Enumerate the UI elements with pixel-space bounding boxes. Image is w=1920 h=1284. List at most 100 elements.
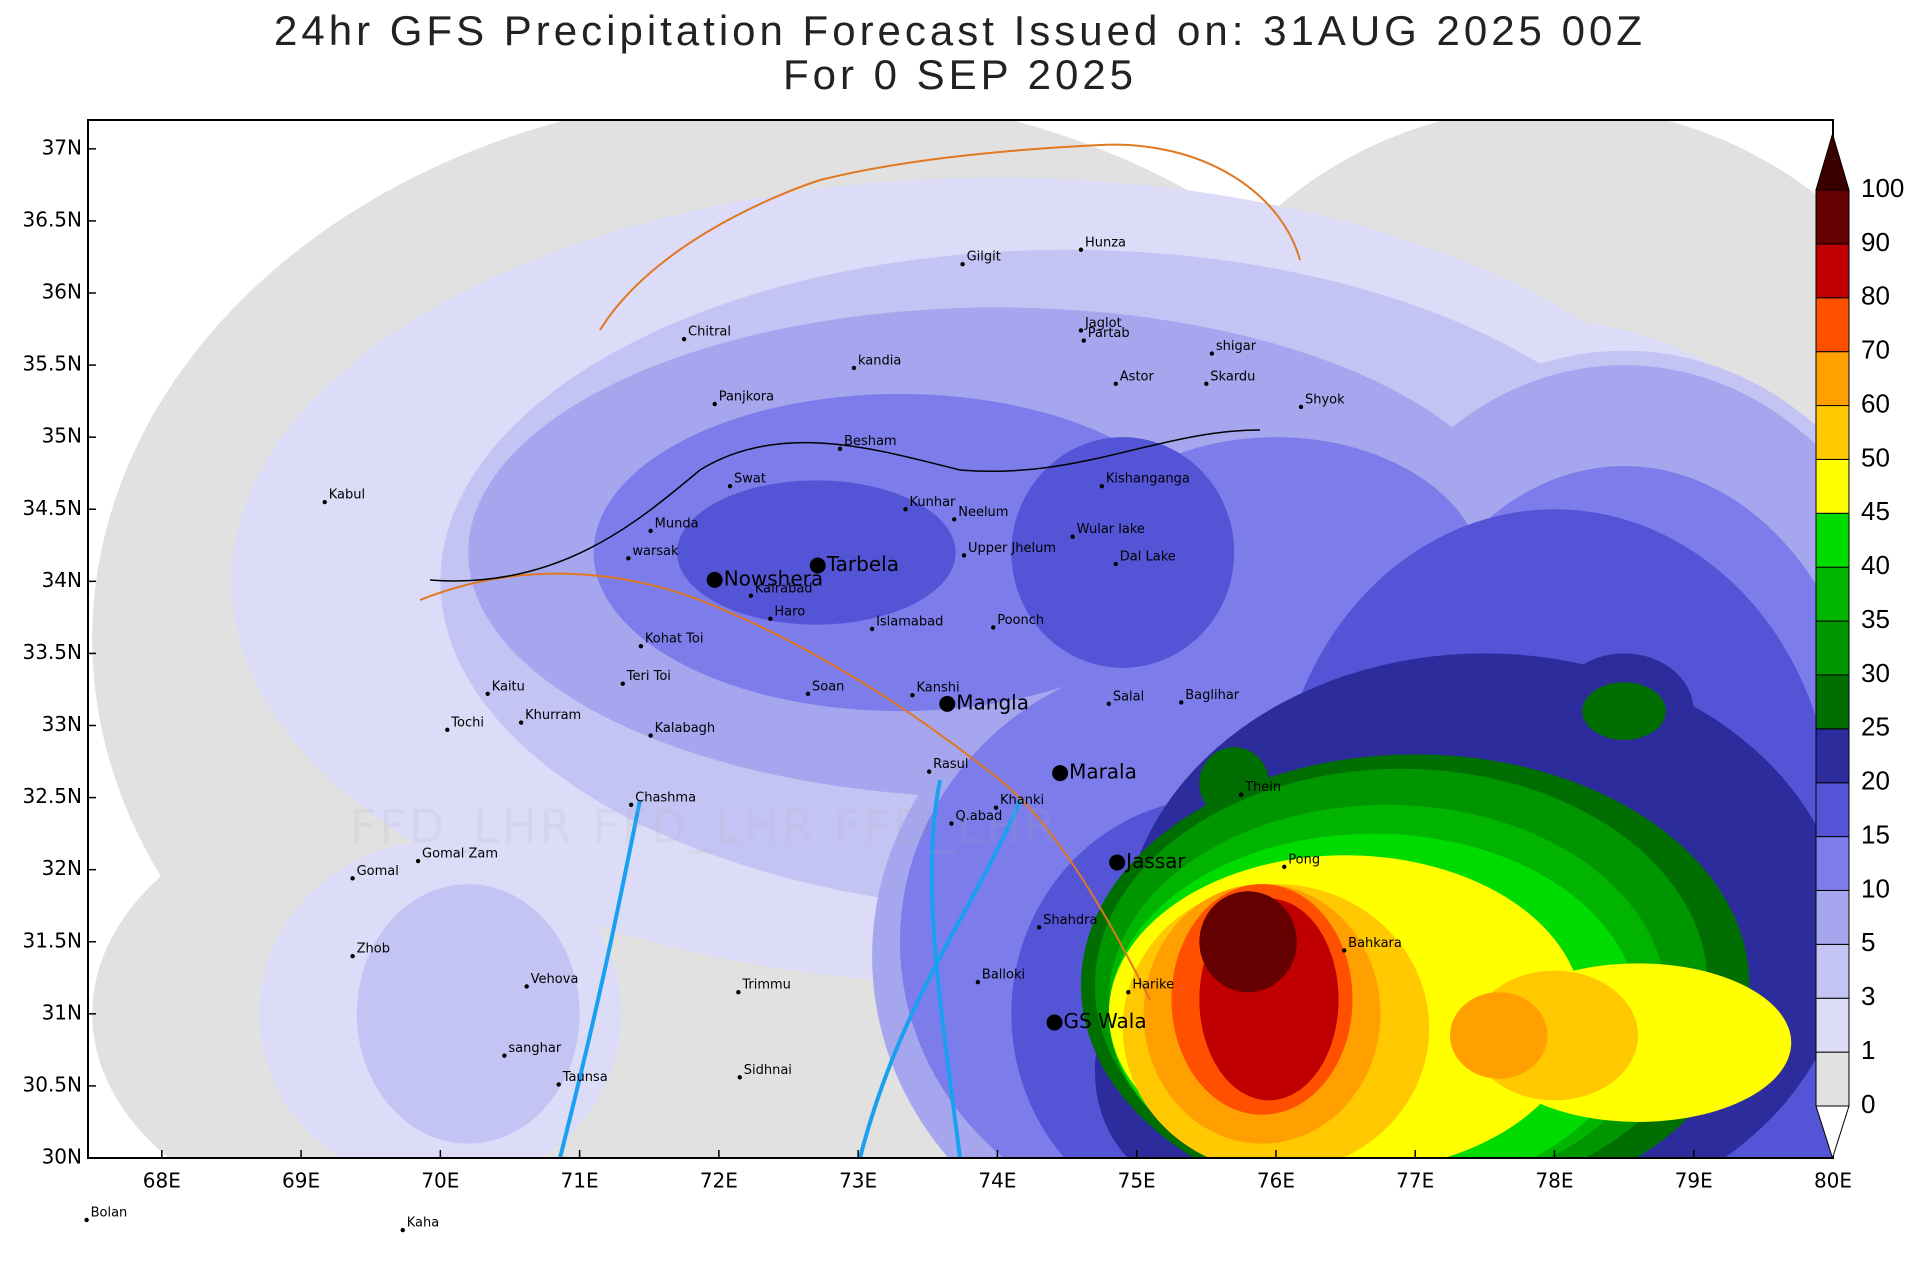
colorbar-label: 90 <box>1861 227 1890 257</box>
x-tick-label: 71E <box>561 1169 599 1193</box>
place-marker <box>1113 561 1118 567</box>
place-label: Trimmu <box>741 978 791 993</box>
colorbar-label: 45 <box>1861 496 1890 526</box>
place-label: Kalrabad <box>755 581 813 596</box>
precip-area <box>1011 437 1235 668</box>
place-marker <box>1109 854 1126 871</box>
place-label: Nowshera <box>724 566 823 590</box>
colorbar-label: 30 <box>1861 658 1890 688</box>
place-marker <box>1204 381 1209 387</box>
colorbar-box <box>1815 297 1850 353</box>
place-marker <box>350 953 355 959</box>
colorbar-box <box>1815 836 1850 891</box>
x-tick-label: 72E <box>700 1169 738 1193</box>
place-label: Jaglot <box>1084 316 1122 331</box>
y-tick-label: 33N <box>42 712 82 736</box>
place-marker <box>991 625 996 630</box>
place-label: Bahkara <box>1348 936 1402 951</box>
place-label: Rasul <box>933 757 968 772</box>
place-marker <box>961 553 967 558</box>
colorbar-label: 80 <box>1861 281 1890 311</box>
place-label: Pong <box>1288 852 1320 867</box>
colorbar-box <box>1815 405 1850 460</box>
y-tick-label: 32.5N <box>23 784 83 808</box>
colorbar-box <box>1815 782 1850 838</box>
place-marker <box>1179 700 1184 705</box>
place-label: Kalabagh <box>655 721 716 736</box>
place-label: Vehova <box>531 972 579 987</box>
x-tick-label: 69E <box>282 1169 320 1193</box>
precip-area <box>356 884 580 1144</box>
place-marker <box>415 858 421 864</box>
precip-area <box>1582 682 1666 740</box>
place-label: Swat <box>734 472 766 487</box>
place-label: Astor <box>1120 369 1155 384</box>
place-marker <box>350 876 355 881</box>
place-label: Haro <box>774 604 805 619</box>
colorbar-box <box>1815 189 1850 245</box>
place-label: Besham <box>844 434 897 449</box>
x-tick-label: 74E <box>978 1169 1016 1193</box>
place-label: sanghar <box>508 1041 561 1056</box>
colorbar-box <box>1815 243 1850 299</box>
place-marker <box>805 691 811 696</box>
colorbar-box <box>1815 1051 1850 1107</box>
place-label: Balloki <box>982 968 1025 983</box>
colorbar-box <box>1815 458 1850 514</box>
title: 24hr GFS Precipitation Forecast Issued o… <box>274 7 1646 54</box>
y-tick-label: 34N <box>42 568 82 592</box>
place-label: Thein <box>1244 780 1281 795</box>
place-marker <box>1282 864 1287 869</box>
x-tick-label: 79E <box>1675 1169 1713 1193</box>
place-label: Q.abad <box>955 809 1002 824</box>
place-marker <box>1052 765 1069 782</box>
place-label: Upper Jhelum <box>968 541 1056 556</box>
place-marker <box>322 499 327 505</box>
place-marker <box>1081 338 1086 343</box>
place-label: Zhob <box>357 942 390 957</box>
place-marker <box>712 401 717 407</box>
place-marker <box>926 769 932 774</box>
place-marker <box>960 261 965 267</box>
place-label: Gomal Zam <box>422 847 498 862</box>
place-marker <box>993 805 999 810</box>
place-marker <box>949 821 954 826</box>
place-marker <box>648 733 653 738</box>
colorbar-box <box>1815 943 1850 999</box>
place-label: Kunhar <box>909 495 956 510</box>
place-label: warsak <box>632 544 679 559</box>
place-label: Khurram <box>525 708 581 723</box>
precip-area <box>677 480 956 625</box>
x-tick-label: 76E <box>1257 1169 1295 1193</box>
place-marker <box>851 365 857 371</box>
colorbar-box <box>1815 889 1850 945</box>
colorbar-label: 0 <box>1861 1089 1875 1119</box>
y-tick-label: 34.5N <box>23 496 83 520</box>
place-marker <box>626 556 631 561</box>
place-marker <box>1113 381 1118 387</box>
place-label: Kaitu <box>492 679 525 694</box>
place-label: kandia <box>858 353 901 368</box>
place-label: Gilgit <box>967 250 1001 265</box>
place-marker <box>1046 1014 1063 1031</box>
colorbar-box <box>1815 674 1850 730</box>
place-marker <box>84 1217 89 1223</box>
place-label: Harike <box>1132 978 1174 993</box>
colorbar-label: 60 <box>1861 388 1890 418</box>
place-label: Mangla <box>956 690 1029 714</box>
place-marker <box>1106 701 1112 707</box>
place-label: Kanshi <box>916 681 959 696</box>
place-marker <box>628 802 634 807</box>
place-label: Islamabad <box>876 614 943 629</box>
colorbar-label: 100 <box>1861 173 1904 203</box>
place-marker <box>1099 483 1105 489</box>
place-marker <box>1078 328 1084 333</box>
place-label: Skardu <box>1210 369 1255 384</box>
place-label: Tochi <box>450 715 484 730</box>
place-label: Khanki <box>1000 793 1044 808</box>
place-label: GS Wala <box>1064 1009 1147 1033</box>
place-label: Panjkora <box>719 390 774 405</box>
border-line <box>429 429 1261 582</box>
place-marker <box>638 644 644 649</box>
precip-area <box>1199 891 1297 993</box>
